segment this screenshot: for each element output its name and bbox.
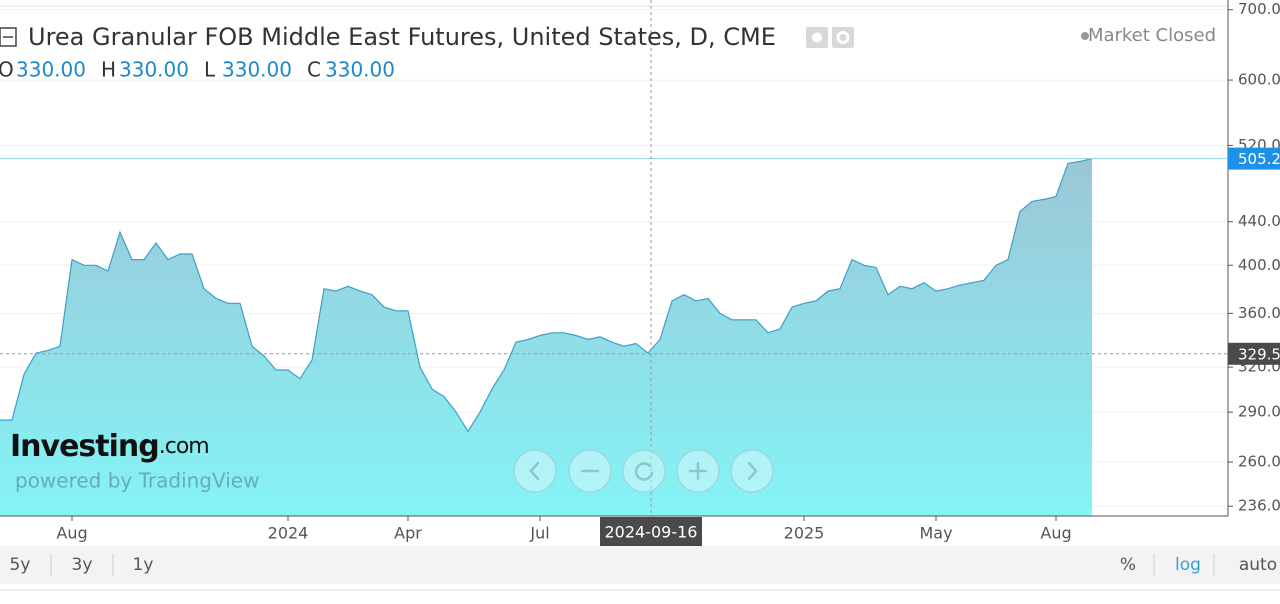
y-tick-label: 360.0 [1238, 304, 1280, 322]
ohlc-value: 330.00 [222, 58, 292, 82]
y-tick-label: 400.0 [1238, 256, 1280, 274]
y-tick-label: 290.0 [1238, 403, 1280, 421]
crosshair-x-label: 2024-09-16 [605, 523, 698, 542]
ohlc-key: O [0, 58, 14, 82]
right-icon [747, 461, 758, 481]
watermark-brand: Investing.com [10, 429, 209, 464]
x-tick-label: Jul [529, 524, 549, 543]
y-tick-label: 260.0 [1238, 452, 1280, 470]
ohlc-legend: O 330.00 H 330.00 L 330.00 C 330.00 [0, 58, 395, 82]
ohlc-value: 330.00 [325, 58, 395, 82]
x-tick-label: 2024 [268, 524, 309, 543]
navigation-icons [529, 461, 758, 481]
plus-icon [688, 461, 708, 481]
legend-toggle-icon[interactable] [0, 27, 17, 47]
watermark-powered: powered by TradingView [15, 469, 259, 493]
price-line [0, 158, 1093, 433]
watermark-brand: Investing [10, 429, 159, 464]
y-tick-label: 236.0 [1238, 497, 1280, 515]
last-price-tag [1228, 147, 1280, 170]
axes: 236.0260.0290.0320.0360.0400.0440.0520.0… [0, 0, 1280, 546]
x-tick-label: Aug [1040, 524, 1071, 543]
scale-option[interactable]: auto [1239, 555, 1277, 575]
crosshair-x-tag [600, 517, 702, 546]
settings-icon [836, 31, 850, 44]
scroll-left-button[interactable] [513, 449, 557, 493]
left-icon [529, 461, 540, 481]
reset-icon [634, 462, 654, 481]
ohlc-value: 330.00 [119, 58, 189, 82]
ohlc-key: L [204, 58, 216, 82]
scale-option[interactable]: log [1175, 555, 1201, 575]
ohlc-value: 330.00 [16, 58, 86, 82]
area-fill [0, 158, 1092, 516]
scroll-right-button[interactable] [730, 449, 774, 493]
ohlc-key: H [101, 58, 116, 82]
plot-area [0, 9, 1228, 516]
range-button[interactable]: 3y [72, 555, 93, 575]
range-button[interactable]: 1y [133, 555, 154, 575]
y-tick-label: 440.0 [1238, 212, 1280, 230]
last-price-label: 505.2 [1238, 150, 1280, 168]
y-tick-label: 600.0 [1238, 71, 1280, 89]
toolbar-items: 5y 3y 1y% log auto [10, 554, 1277, 576]
status-dot [1081, 32, 1089, 40]
ohlc-key: C [307, 58, 321, 82]
x-tick-label: May [919, 524, 952, 543]
crosshair-y-tag [1228, 342, 1280, 365]
toolbar [0, 546, 1280, 584]
visibility-icon [812, 32, 822, 43]
scale-option[interactable]: % [1120, 555, 1136, 575]
y-tick-label: 700.0 [1238, 0, 1280, 18]
x-tick-label: 2025 [784, 524, 825, 543]
navigation [513, 449, 774, 493]
x-tick-label: Apr [394, 524, 422, 543]
reset-button[interactable] [622, 449, 666, 493]
chart-title: Urea Granular FOB Middle East Futures, U… [28, 23, 776, 51]
x-tick-label: Aug [56, 524, 87, 543]
crosshair-y-label: 329.5 [1238, 345, 1280, 363]
settings-icon[interactable] [832, 27, 854, 48]
range-button[interactable]: 5y [10, 555, 31, 575]
market-status: Market Closed [1088, 25, 1216, 46]
watermark-suffix: .com [159, 434, 209, 459]
